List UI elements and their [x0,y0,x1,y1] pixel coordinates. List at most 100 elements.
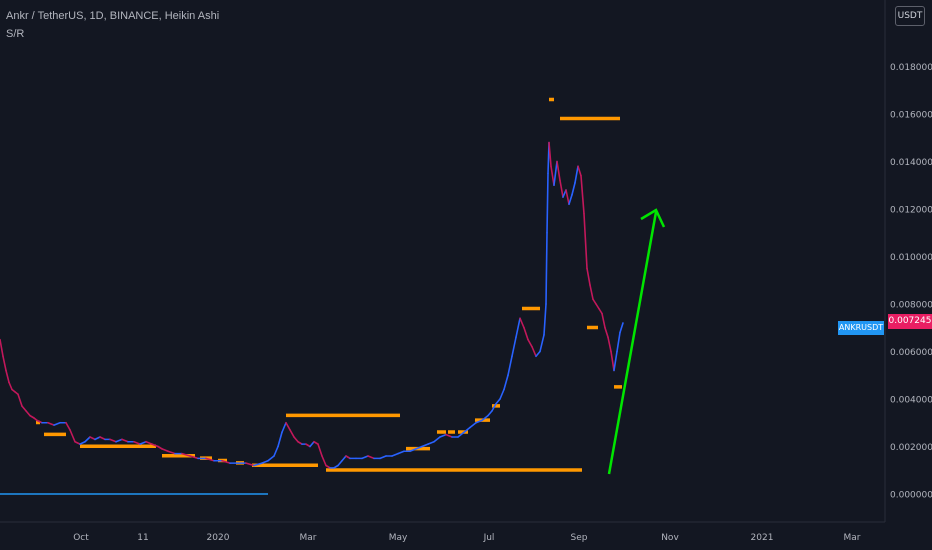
price-segment [367,455,375,460]
price-segment [427,440,435,445]
price-segment [115,438,123,443]
price-segment [89,436,96,441]
sr-level-line [326,468,582,472]
price-tick-label: 0.018000 [890,63,932,73]
price-segment [79,440,86,445]
price-segment [121,438,129,443]
price-tick-label: 0.008000 [890,301,932,311]
sr-level-line [560,116,620,121]
price-tick-label: 0.002000 [890,443,932,453]
price-segment [511,336,517,358]
price-segment [515,317,521,339]
price-segment [545,231,548,305]
price-segment [341,455,347,462]
sr-level-line [448,430,455,434]
price-segment [553,160,558,187]
price-segment [568,193,573,206]
price-segment [592,298,597,305]
price-segment [535,350,541,358]
price-segment [133,440,141,445]
price-segment [475,419,483,424]
price-segment [616,331,621,353]
price-tick-label: 0.000000 [890,491,932,501]
sr-level-line [492,404,500,408]
price-segment [595,303,600,310]
price-segment [145,440,153,445]
time-tick-label: 2020 [207,533,230,543]
price-segment [53,421,61,426]
price-segment [0,338,4,358]
price-segment [499,388,505,400]
price-segment [261,459,269,464]
price-segment [577,165,582,177]
price-segment [580,174,585,215]
time-tick-label: Nov [661,533,679,543]
price-segment [550,165,555,187]
price-segment [583,212,588,270]
time-tick-label: Mar [844,533,861,543]
price-segment [589,284,594,301]
chart-title: Ankr / TetherUS, 1D, BINANCE, Heikin Ash… [6,10,220,22]
price-segment [491,402,497,412]
price-segment [409,448,417,453]
price-segment [361,455,369,460]
price-segment [523,326,529,341]
price-segment [503,374,509,391]
price-segment [531,345,537,358]
symbol-tag: ANKRUSDT [838,321,884,335]
price-segment [84,436,91,443]
price-segment [205,457,215,462]
price-segment [21,405,27,412]
price-segment [439,433,447,438]
time-axis-ticks: Oct 11 2020 Mar May Jul Sep Nov 2021 Mar [73,533,861,543]
price-segment [2,355,7,372]
price-segment [17,393,23,407]
price-segment [267,455,275,462]
price-segment [109,438,117,443]
price-segment [281,421,287,434]
price-segment [487,410,493,417]
price-segment [221,459,231,464]
price-segment [574,165,579,184]
price-segment [5,369,10,384]
price-tick-label: 0.004000 [890,396,932,406]
price-segment [613,350,618,372]
time-tick-label: 11 [137,533,148,543]
price-segment [469,421,477,429]
price-segment [507,355,513,377]
sr-level-line [614,385,622,389]
price-segment [8,381,13,391]
sr-level-line [587,325,598,330]
price-segment [463,426,471,434]
price-tick-label: 0.006000 [890,348,932,358]
price-segment [309,440,315,448]
price-segment [610,350,615,372]
time-tick-label: Jul [483,533,495,543]
price-tick-label: 0.010000 [890,253,932,263]
sr-level-line [437,430,446,434]
price-segment [445,433,453,438]
currency-button[interactable]: USDT [895,6,925,26]
time-tick-label: Sep [571,533,588,543]
price-segment [607,336,612,353]
price-segment [421,443,429,448]
price-segment [397,450,405,455]
sr-level-line [522,306,540,311]
price-segment [548,141,552,168]
price-segment [556,160,561,182]
price-segment [415,445,423,450]
price-segment [99,436,106,441]
price-segment [289,429,295,438]
price-segment [619,322,624,334]
price-segment [598,307,603,315]
price-segment [559,179,564,198]
price-segment [495,398,501,405]
price-segment [293,436,299,443]
price-segment [25,410,31,417]
price-tick-label: 0.014000 [890,158,932,168]
price-segment [321,455,327,467]
price-segment [189,455,199,460]
price-segment [519,317,525,329]
price-segment [285,421,291,431]
